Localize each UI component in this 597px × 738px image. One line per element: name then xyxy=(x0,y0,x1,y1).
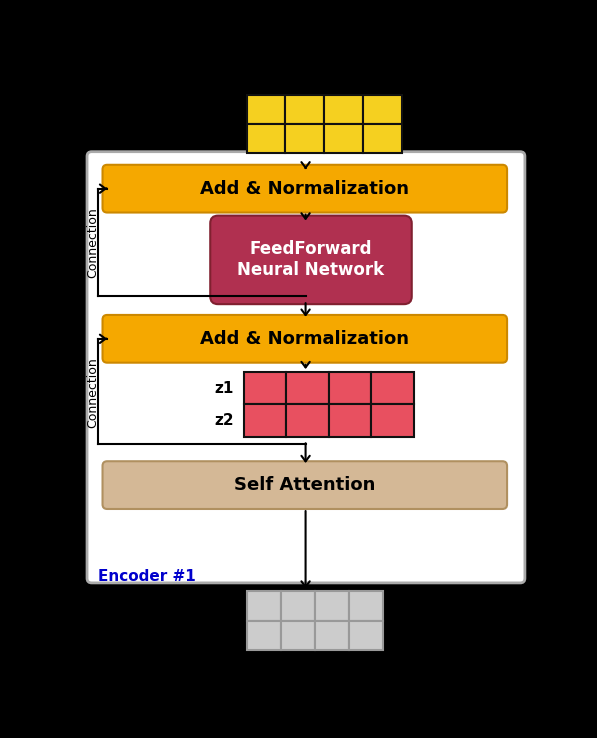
Bar xyxy=(247,124,285,154)
Text: z1: z1 xyxy=(214,381,233,396)
Bar xyxy=(329,404,371,437)
FancyBboxPatch shape xyxy=(103,461,507,509)
Bar xyxy=(315,591,349,621)
Text: Residual
Connection: Residual Connection xyxy=(72,207,100,278)
Text: Self Attention: Self Attention xyxy=(234,476,376,494)
Bar xyxy=(324,124,363,154)
Text: Residual
Connection: Residual Connection xyxy=(72,357,100,428)
Bar xyxy=(247,94,285,124)
Text: z2: z2 xyxy=(214,413,233,428)
Bar xyxy=(281,591,315,621)
Bar xyxy=(247,591,281,621)
Bar xyxy=(285,124,324,154)
Text: Add & Normalization: Add & Normalization xyxy=(201,179,410,198)
Bar xyxy=(324,94,363,124)
Text: FeedForward
Neural Network: FeedForward Neural Network xyxy=(238,241,384,279)
Bar xyxy=(349,621,383,650)
Bar xyxy=(286,404,329,437)
Bar xyxy=(286,372,329,404)
Bar xyxy=(281,621,315,650)
FancyBboxPatch shape xyxy=(103,315,507,362)
Bar xyxy=(315,621,349,650)
Text: Add & Normalization: Add & Normalization xyxy=(201,330,410,348)
Bar xyxy=(371,404,414,437)
Bar xyxy=(349,591,383,621)
Bar xyxy=(244,404,286,437)
Bar xyxy=(247,621,281,650)
Bar xyxy=(371,372,414,404)
Bar xyxy=(329,372,371,404)
FancyBboxPatch shape xyxy=(210,215,412,304)
Bar xyxy=(363,124,402,154)
FancyBboxPatch shape xyxy=(103,165,507,213)
Bar xyxy=(244,372,286,404)
Text: Encoder #1: Encoder #1 xyxy=(98,569,196,584)
FancyBboxPatch shape xyxy=(87,152,525,583)
Bar xyxy=(363,94,402,124)
Bar xyxy=(285,94,324,124)
